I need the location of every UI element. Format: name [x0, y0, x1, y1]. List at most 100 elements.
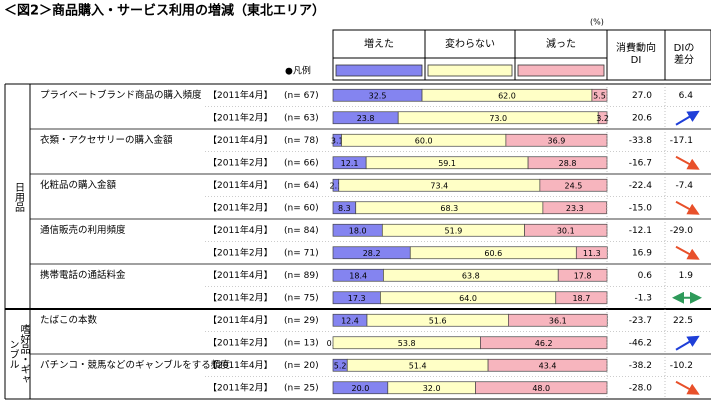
value-label: 30.1 — [557, 226, 575, 235]
value-label: 11.3 — [583, 249, 601, 258]
sample-size: (n= 78) — [284, 136, 319, 146]
period: 【2011年4月】 — [208, 314, 273, 326]
value-label: 2.1 — [330, 181, 343, 190]
value-label: 12.1 — [341, 159, 359, 168]
bar-segment — [505, 133, 608, 147]
di-value: 20.6 — [632, 113, 652, 123]
period: 【2011年4月】 — [208, 134, 273, 146]
value-label: 73.0 — [489, 114, 507, 123]
period: 【2011年2月】 — [208, 111, 273, 123]
sample-size: (n= 13) — [284, 338, 319, 348]
di-value: -15.0 — [629, 203, 653, 213]
value-label: 5.5 — [593, 91, 606, 100]
legend-swatch — [427, 64, 513, 77]
di-value: -46.2 — [629, 338, 652, 348]
title: ＜図2＞商品購入・サービス利用の増減（東北エリア） — [4, 3, 325, 19]
sample-size: (n= 71) — [284, 248, 319, 258]
value-label: 51.6 — [429, 316, 447, 325]
value-label: 18.4 — [349, 271, 367, 280]
period: 【2011年2月】 — [208, 291, 273, 303]
value-label: 60.0 — [415, 136, 433, 145]
value-label: 64.0 — [459, 294, 477, 303]
legend-swatch — [517, 64, 605, 77]
period: 【2011年4月】 — [208, 179, 273, 191]
value-label: 12.4 — [341, 316, 359, 325]
value-label: 32.5 — [369, 91, 387, 100]
di-diff: -10.2 — [670, 361, 693, 371]
series-header: 減った — [546, 37, 576, 50]
di-diff: -7.4 — [675, 181, 693, 191]
di-diff: 6.4 — [679, 91, 694, 101]
di-value: -38.2 — [629, 361, 652, 371]
period: 【2011年2月】 — [208, 336, 273, 348]
value-label: 68.3 — [440, 204, 458, 213]
value-label: 28.8 — [559, 159, 577, 168]
item-name: パチンコ・競馬などのギャンブルをする頻度 — [40, 359, 230, 371]
value-label: 53.8 — [398, 339, 416, 348]
item-name: 化粧品の購入金額 — [40, 179, 117, 191]
diff-header: DIの差分 — [673, 43, 695, 66]
value-label: 46.2 — [535, 339, 553, 348]
period: 【2011年2月】 — [208, 156, 273, 168]
period: 【2011年2月】 — [208, 246, 273, 258]
bar-segment — [508, 313, 608, 327]
sample-size: (n= 29) — [284, 316, 319, 326]
sample-size: (n= 67) — [284, 91, 319, 101]
di-diff: 1.9 — [679, 271, 694, 281]
di-diff: -17.1 — [670, 136, 693, 146]
value-label: 32.0 — [423, 384, 441, 393]
value-label: 8.3 — [338, 204, 351, 213]
value-label: 5.2 — [334, 361, 347, 370]
value-label: 20.0 — [351, 384, 369, 393]
legend-label: ●凡例 — [285, 65, 311, 77]
unit: (%) — [590, 18, 604, 27]
header-box — [332, 29, 711, 81]
bar-segment — [524, 223, 608, 237]
value-label: 48.0 — [532, 384, 550, 393]
value-label: 36.9 — [548, 136, 566, 145]
value-label: 18.7 — [572, 294, 590, 303]
sample-size: (n= 25) — [284, 383, 319, 393]
sample-size: (n= 75) — [284, 293, 319, 303]
value-label: 3.1 — [331, 136, 344, 145]
period: 【2011年4月】 — [208, 224, 273, 236]
group-label: 日用品 — [12, 181, 24, 212]
bar-segment — [557, 268, 608, 282]
value-label: 24.5 — [565, 181, 583, 190]
value-label: 3.2 — [596, 114, 609, 123]
di-value: -16.7 — [629, 158, 652, 168]
sample-size: (n= 60) — [284, 203, 319, 213]
trend-arrow — [675, 155, 700, 170]
di-value: -23.7 — [629, 316, 652, 326]
trend-arrow — [675, 200, 700, 215]
value-label: 51.4 — [409, 361, 427, 370]
di-value: -1.3 — [634, 293, 652, 303]
item-name: 衣類・アクセサリーの購入金額 — [40, 134, 173, 146]
period: 【2011年4月】 — [208, 359, 273, 371]
di-value: -12.1 — [629, 226, 652, 236]
series-header: 増えた — [364, 37, 394, 50]
sample-size: (n= 63) — [284, 113, 319, 123]
di-value: 0.6 — [638, 271, 653, 281]
value-label: 73.4 — [430, 181, 448, 190]
value-label: 17.3 — [348, 294, 366, 303]
bar-segment — [591, 88, 608, 102]
period: 【2011年4月】 — [208, 269, 273, 281]
value-label: 63.8 — [462, 271, 480, 280]
di-diff: -29.0 — [670, 226, 694, 236]
di-value: -33.8 — [629, 136, 653, 146]
di-value: -22.4 — [629, 181, 653, 191]
di-value: 27.0 — [632, 91, 652, 101]
trend-arrow — [675, 245, 700, 260]
trend-arrow — [675, 380, 700, 395]
value-label: 62.0 — [498, 91, 516, 100]
item-name: プライベートブランド商品の購入頻度 — [40, 89, 202, 101]
item-name: たばこの本数 — [40, 314, 98, 326]
value-label: 18.0 — [349, 226, 367, 235]
value-label: 43.4 — [539, 361, 557, 370]
bar-segment — [539, 178, 608, 192]
period: 【2011年2月】 — [208, 201, 273, 213]
sample-size: (n= 66) — [284, 158, 319, 168]
